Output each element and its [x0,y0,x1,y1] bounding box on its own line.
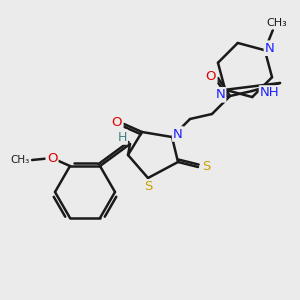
Text: N: N [173,128,183,140]
Text: O: O [47,152,57,164]
Text: N: N [215,88,225,101]
Text: H: H [117,130,127,143]
Text: O: O [112,116,122,128]
Text: NH: NH [260,86,280,100]
Text: CH₃: CH₃ [266,18,287,28]
Text: CH₃: CH₃ [11,155,30,165]
Text: N: N [265,42,275,55]
Text: O: O [206,70,216,83]
Text: S: S [144,181,152,194]
Text: S: S [202,160,210,173]
